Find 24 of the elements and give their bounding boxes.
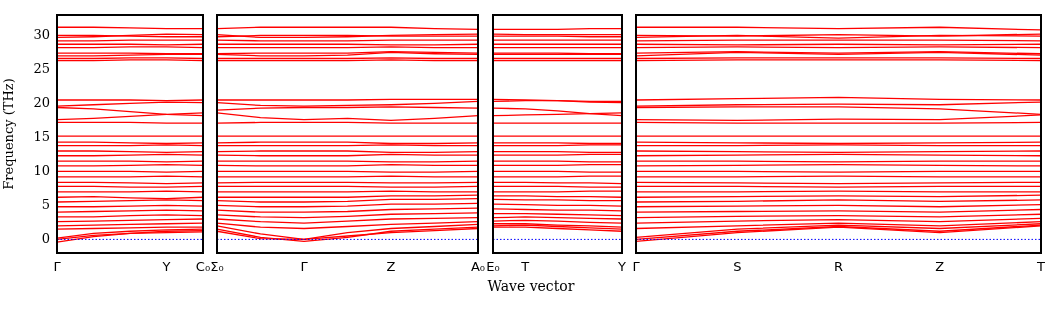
x-tick-label: Z xyxy=(386,259,396,275)
x-axis-title: Wave vector xyxy=(486,278,576,294)
x-tick-label: R xyxy=(833,259,844,275)
x-tick-label: Σ₀ xyxy=(210,259,224,275)
y-tick-label: 5 xyxy=(41,196,50,212)
y-tick-label: 15 xyxy=(33,128,50,144)
x-tick-label: Z xyxy=(935,259,945,275)
x-tick-label: A₀ xyxy=(470,259,486,275)
x-tick-label: T xyxy=(520,259,530,275)
x-tick-label: T xyxy=(1036,259,1046,275)
y-axis-title: Frequency (THz) xyxy=(1,78,17,190)
x-tick-label: Y xyxy=(617,259,627,275)
y-tick-label: 10 xyxy=(33,162,50,178)
x-tick-label: Γ xyxy=(632,259,641,275)
x-tick-label: C₀ xyxy=(195,259,211,275)
y-tick-label: 25 xyxy=(33,60,50,76)
y-tick-label: 0 xyxy=(41,230,50,246)
x-tick-label: Γ xyxy=(300,259,309,275)
x-tick-label: E₀ xyxy=(486,259,500,275)
x-tick-label: Y xyxy=(161,259,171,275)
x-tick-label: Γ xyxy=(53,259,62,275)
y-tick-label: 20 xyxy=(33,94,50,110)
y-tick-label: 30 xyxy=(33,26,50,42)
x-tick-label: S xyxy=(733,259,742,275)
